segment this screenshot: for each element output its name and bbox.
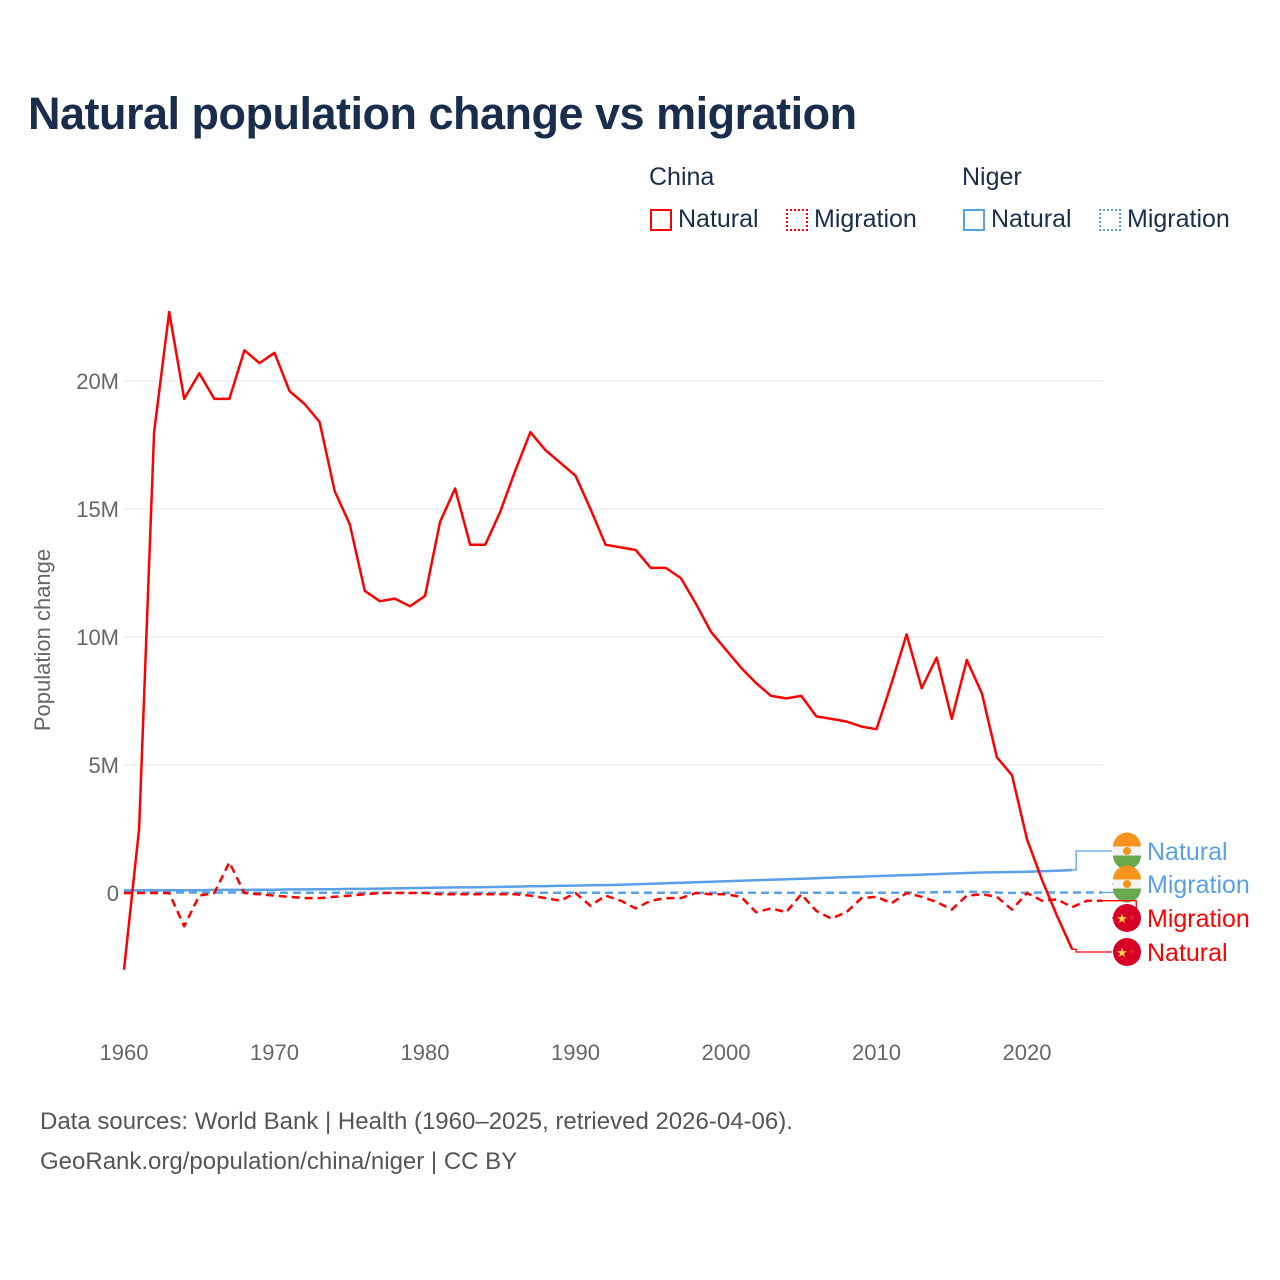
china-flag-icon: ⁘ xyxy=(1129,915,1135,922)
legend-label: Migration xyxy=(814,205,917,233)
legend-china-migration[interactable]: Migration xyxy=(786,205,917,234)
china-flag-icon: ★ xyxy=(1116,911,1128,926)
y-tick-label: 0 xyxy=(107,881,119,906)
series-line-china-migration xyxy=(124,861,1103,928)
chart-title: Natural population change vs migration xyxy=(28,88,857,139)
legend-swatch xyxy=(963,208,985,231)
legend-group-niger: Niger xyxy=(962,163,1022,191)
x-tick-label: 2010 xyxy=(852,1040,901,1065)
end-label: Natural xyxy=(1147,939,1228,967)
y-tick-label: 10M xyxy=(76,625,119,650)
y-tick-label: 15M xyxy=(76,497,119,522)
x-tick-label: 2000 xyxy=(702,1040,751,1065)
legend-label: Natural xyxy=(678,205,759,233)
legend-swatch xyxy=(786,208,808,231)
china-flag-icon: ⁘ xyxy=(1129,949,1135,956)
legend-china-natural[interactable]: Natural xyxy=(650,205,759,234)
niger-flag-icon xyxy=(1113,855,1141,870)
label-connector xyxy=(1072,850,1112,871)
end-label: Natural xyxy=(1147,838,1228,866)
legend-niger-natural[interactable]: Natural xyxy=(963,205,1072,234)
china-flag-icon xyxy=(1113,938,1141,966)
niger-flag-icon xyxy=(1113,832,1141,847)
niger-flag-icon xyxy=(1123,880,1131,888)
legend-niger-migration[interactable]: Migration xyxy=(1099,205,1230,234)
y-tick-label: 20M xyxy=(76,369,119,394)
footer-url[interactable]: GeoRank.org/population/china/niger | CC … xyxy=(40,1148,518,1175)
label-connector xyxy=(1072,948,1112,953)
china-flag-icon xyxy=(1113,904,1141,932)
y-axis-label: Population change xyxy=(30,549,55,731)
series-line-china-natural xyxy=(122,310,1074,970)
series-line-niger-migration xyxy=(124,890,1103,895)
niger-flag-icon xyxy=(1113,888,1141,903)
footer-sources: Data sources: World Bank | Health (1960–… xyxy=(40,1108,793,1135)
series-line-niger-natural xyxy=(124,868,1073,892)
niger-flag-icon xyxy=(1123,847,1131,855)
end-label: Migration xyxy=(1147,871,1250,899)
x-tick-label: 1990 xyxy=(551,1040,600,1065)
legend-swatch xyxy=(1099,208,1121,231)
x-tick-label: 1960 xyxy=(100,1040,149,1065)
end-label: Migration xyxy=(1147,905,1250,933)
x-tick-label: 1980 xyxy=(401,1040,450,1065)
legend-label: Migration xyxy=(1127,205,1230,233)
x-tick-label: 1970 xyxy=(250,1040,299,1065)
x-tick-label: 2020 xyxy=(1003,1040,1052,1065)
niger-flag-icon xyxy=(1113,865,1141,880)
legend-group-china: China xyxy=(649,163,715,191)
y-tick-label: 5M xyxy=(88,753,119,778)
legend-swatch xyxy=(650,208,672,231)
legend-label: Natural xyxy=(991,205,1072,233)
china-flag-icon: ★ xyxy=(1116,945,1128,960)
